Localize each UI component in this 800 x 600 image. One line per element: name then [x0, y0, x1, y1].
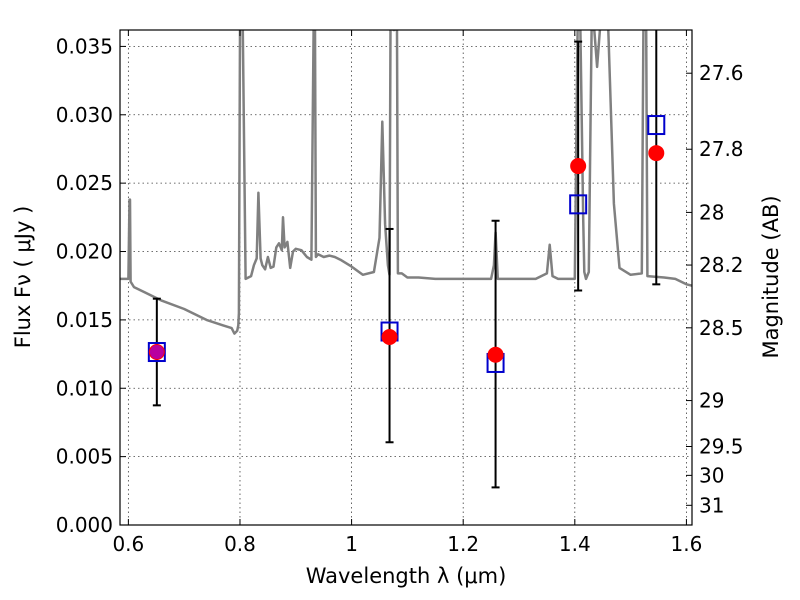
y-tick-label: 0.015 — [56, 308, 113, 332]
observed-point-marker — [487, 346, 504, 363]
model-square-marker — [569, 194, 588, 215]
spectrum-line — [120, 30, 692, 335]
markers — [147, 115, 666, 373]
right-tick-label: 30 — [699, 463, 724, 487]
y-tick-label: 0.005 — [56, 445, 113, 469]
right-tick-label: 27.6 — [699, 61, 744, 85]
y-tick-label: 0.020 — [56, 240, 113, 264]
y-tick-label: 0.000 — [56, 513, 113, 537]
plot-area — [120, 30, 692, 489]
x-tick-label: 1.2 — [447, 532, 479, 556]
right-axis-label: Magnitude (AB) — [759, 195, 783, 358]
right-tick-label: 29 — [699, 389, 724, 413]
y-tick-label: 0.010 — [56, 376, 113, 400]
x-tick-label: 1.6 — [671, 532, 703, 556]
x-tick-label: 0.6 — [112, 532, 144, 556]
y-tick-label: 0.025 — [56, 171, 113, 195]
right-tick-label: 31 — [699, 493, 724, 517]
y-tick-label: 0.035 — [56, 34, 113, 58]
observed-point-marker — [648, 145, 665, 162]
observed-point-marker — [570, 158, 587, 175]
right-tick-label: 28 — [699, 200, 724, 224]
observed-point-marker — [381, 328, 398, 345]
plot-frame — [119, 29, 693, 526]
x-tick-label: 0.8 — [224, 532, 256, 556]
y-axis-label: Flux Fν ( μJy ) — [11, 206, 35, 349]
overlap-point-marker — [149, 345, 164, 360]
axes: 0.6 0.8 1 1.2 1.4 1.6 0.000 0.005 0.010 0.015 0.02… — [56, 30, 744, 556]
x-axis-label: Wavelength λ (μm) — [306, 564, 507, 588]
right-tick-label: 28.5 — [699, 316, 744, 340]
y-tick-label: 0.030 — [56, 103, 113, 127]
model-square-marker — [647, 115, 666, 136]
x-tick-label: 1 — [345, 532, 358, 556]
x-tick-label: 1.4 — [559, 532, 591, 556]
right-tick-label: 28.2 — [699, 253, 744, 277]
right-tick-label: 27.8 — [699, 137, 744, 161]
right-tick-label: 29.5 — [699, 435, 744, 459]
